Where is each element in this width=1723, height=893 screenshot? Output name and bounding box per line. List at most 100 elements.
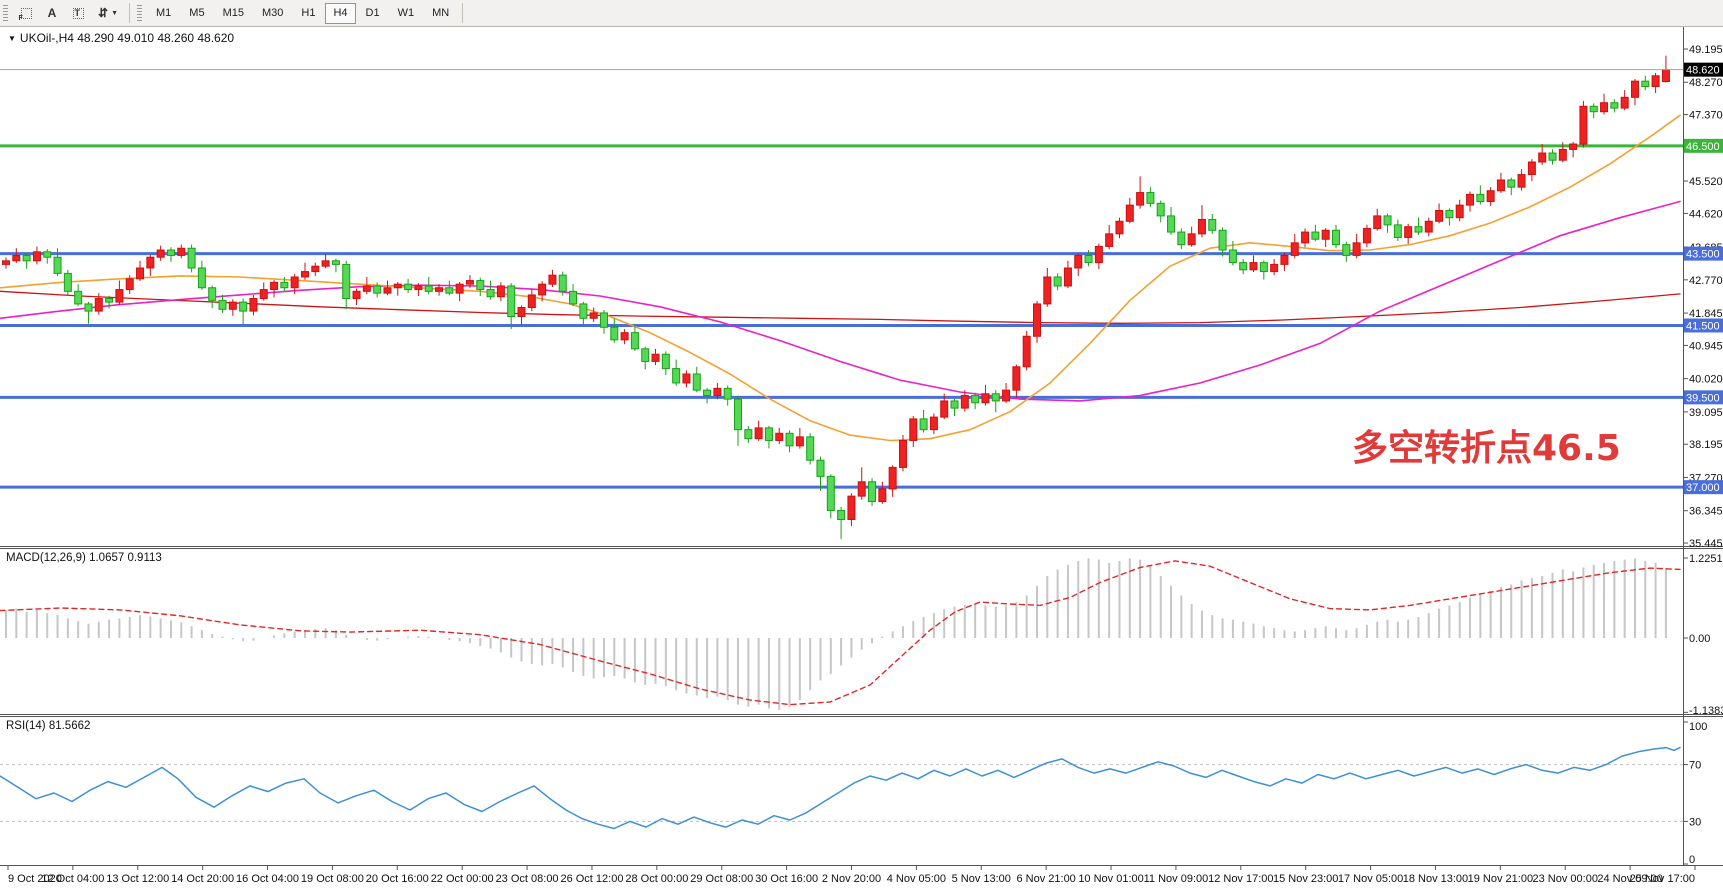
candle-bearish bbox=[1342, 244, 1351, 256]
price-axis-label: 40.945 bbox=[1689, 340, 1723, 352]
chart-annotation-text: 多空转折点46.5 bbox=[1352, 428, 1621, 469]
macd-indicator-label: MACD(12,26,9) 1.0657 0.9113 bbox=[6, 552, 162, 564]
current-price-badge bbox=[1684, 62, 1723, 77]
timeframe-button-H1[interactable]: H1 bbox=[301, 7, 316, 19]
candle-bullish bbox=[1270, 263, 1279, 273]
timeframe-button-M15[interactable]: M15 bbox=[222, 7, 244, 19]
candle-bearish bbox=[672, 368, 681, 384]
candle-bearish bbox=[692, 373, 701, 391]
chart-title-text: UKOil-,H4 48.290 49.010 48.260 48.620 bbox=[19, 31, 235, 45]
time-axis-label: 13 Oct 12:00 bbox=[106, 873, 169, 885]
candle-bullish bbox=[321, 260, 330, 267]
candle-bearish bbox=[63, 272, 72, 292]
toolbar-gripper[interactable] bbox=[137, 5, 142, 21]
time-axis-label: 18 Nov 13:00 bbox=[1403, 873, 1468, 885]
candle-bullish bbox=[1094, 245, 1103, 264]
timeframe-button-MN[interactable]: MN bbox=[432, 7, 450, 19]
time-axis-label: 12 Oct 04:00 bbox=[41, 873, 104, 885]
candle-bearish bbox=[1610, 102, 1619, 109]
chart-grid-f-icon-button[interactable]: F bbox=[14, 3, 38, 24]
dropdown-caret-icon[interactable]: ▼ bbox=[111, 9, 118, 17]
level-badge-37.000-label: 37.000 bbox=[1686, 482, 1720, 494]
candle-bullish bbox=[1197, 218, 1206, 235]
candle-bearish bbox=[218, 299, 227, 310]
candle-bullish bbox=[589, 312, 598, 319]
candle-bullish bbox=[1651, 75, 1660, 88]
candle-bullish bbox=[1496, 179, 1505, 192]
scale-arrows-icon-button[interactable]: ⇵ ▼ bbox=[92, 3, 124, 24]
candle-bullish bbox=[496, 285, 505, 298]
time-axis-label: 19 Nov 21:00 bbox=[1468, 873, 1533, 885]
candle-bullish bbox=[960, 395, 969, 409]
candle-bearish bbox=[785, 432, 794, 447]
level-badge-39.500-label: 39.500 bbox=[1686, 392, 1720, 404]
time-axis-label: 30 Oct 16:00 bbox=[755, 873, 818, 885]
timeframe-button-M30[interactable]: M30 bbox=[261, 7, 284, 19]
candle-bearish bbox=[703, 389, 712, 397]
text-box-icon: T bbox=[72, 7, 84, 19]
text-box-icon-button[interactable]: T bbox=[66, 3, 90, 24]
level-badge-37.000 bbox=[1684, 480, 1723, 495]
macd-panel-layer bbox=[0, 558, 1681, 710]
timeframe-button-M1[interactable]: M1 bbox=[156, 7, 172, 19]
timeframe-button-M5[interactable]: M5 bbox=[189, 7, 205, 19]
candle-bullish bbox=[1404, 226, 1413, 238]
price-axis-label: 39.095 bbox=[1689, 407, 1723, 419]
candle-bullish bbox=[538, 283, 547, 296]
chart-grid-f-icon: F bbox=[19, 7, 32, 22]
candle-bearish bbox=[166, 249, 175, 256]
text-a-icon-button[interactable]: A bbox=[40, 3, 64, 24]
candle-bearish bbox=[868, 481, 877, 503]
candle-bullish bbox=[651, 353, 660, 362]
candle-bearish bbox=[53, 256, 62, 274]
candle-bullish bbox=[146, 256, 155, 269]
candle-bearish bbox=[734, 398, 743, 431]
timeframe-button-H4[interactable]: H4 bbox=[325, 2, 356, 24]
timeframe-button-W1[interactable]: W1 bbox=[397, 7, 415, 19]
time-axis-label: 19 Oct 08:00 bbox=[301, 873, 364, 885]
timeframe-button-D1[interactable]: D1 bbox=[365, 7, 380, 19]
candle-bullish bbox=[311, 265, 320, 273]
candle-bullish bbox=[857, 481, 866, 497]
candle-bullish bbox=[1105, 233, 1114, 247]
candle-bullish bbox=[878, 488, 887, 503]
candle-bullish bbox=[1569, 143, 1578, 150]
candle-bullish bbox=[1012, 366, 1021, 391]
horizontal-levels-layer bbox=[0, 144, 1683, 489]
candle-bullish bbox=[981, 393, 990, 404]
candle-bullish bbox=[94, 298, 103, 312]
candle-bearish bbox=[331, 260, 340, 265]
candle-bearish bbox=[579, 303, 588, 319]
candle-bullish bbox=[1630, 80, 1639, 98]
candle-bullish bbox=[1661, 69, 1670, 83]
time-axis-label: 4 Nov 05:00 bbox=[887, 873, 946, 885]
time-axis-label: 23 Oct 08:00 bbox=[496, 873, 559, 885]
candle-bearish bbox=[1476, 193, 1485, 203]
price-axis: 49.19548.27047.37045.52044.62043.68542.7… bbox=[1683, 44, 1723, 866]
macd-signal-line bbox=[0, 560, 1681, 706]
candle-bullish bbox=[1558, 148, 1567, 161]
ma-mid-magenta-line bbox=[0, 200, 1681, 402]
candle-bullish bbox=[1033, 303, 1041, 337]
candle-bullish bbox=[1125, 204, 1134, 222]
rsi-axis-label: 0 bbox=[1689, 854, 1695, 866]
chart-title-caret-icon[interactable]: ▼ bbox=[8, 34, 16, 43]
level-badge-41.500 bbox=[1684, 318, 1723, 333]
toolbar-gripper[interactable] bbox=[3, 5, 8, 21]
candle-bearish bbox=[404, 283, 413, 291]
candle-bullish bbox=[1187, 233, 1196, 246]
candle-bearish bbox=[1393, 224, 1402, 238]
candle-bearish bbox=[950, 400, 959, 409]
candle-bullish bbox=[682, 373, 691, 384]
price-axis-label: 40.020 bbox=[1689, 374, 1723, 386]
time-axis-label: 15 Nov 23:00 bbox=[1273, 873, 1338, 885]
rsi-axis-label: 100 bbox=[1689, 721, 1707, 733]
price-axis-label: 48.270 bbox=[1689, 77, 1723, 89]
price-axis-label: 41.845 bbox=[1689, 308, 1723, 320]
time-axis-label: 22 Oct 00:00 bbox=[431, 873, 494, 885]
candle-bullish bbox=[352, 290, 361, 300]
candle-bearish bbox=[1548, 152, 1557, 161]
candle-bullish bbox=[1022, 335, 1031, 368]
